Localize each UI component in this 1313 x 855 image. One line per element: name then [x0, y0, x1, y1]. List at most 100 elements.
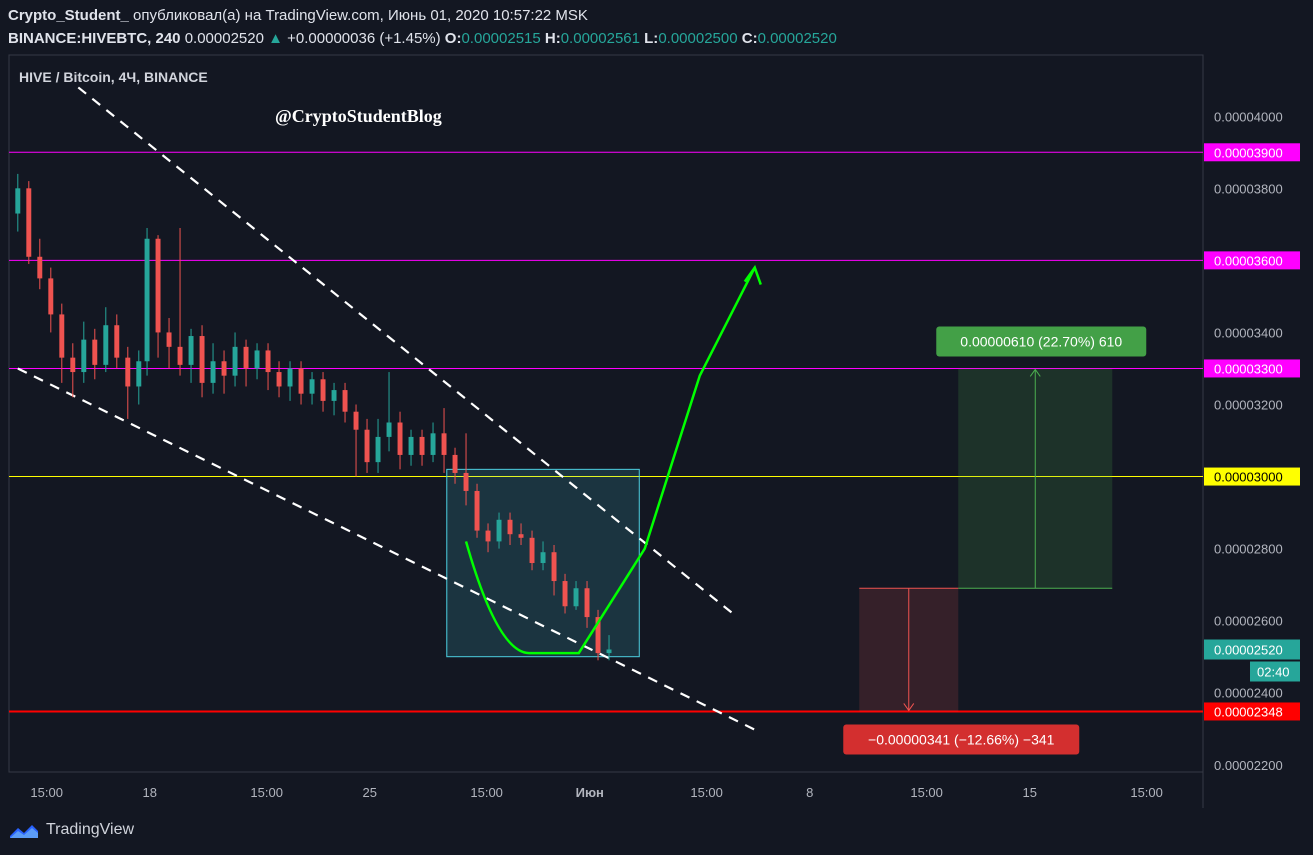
candle-body	[243, 346, 249, 369]
candle-body	[474, 490, 480, 531]
plot-area[interactable]	[9, 86, 1203, 734]
candle-body	[397, 422, 403, 455]
candle-body	[221, 361, 227, 376]
tradingview-brand: TradingView	[46, 821, 135, 838]
price-badge-label: 0.00003000	[1214, 470, 1283, 485]
low-label: L:	[644, 30, 659, 47]
candle-body	[37, 256, 43, 279]
x-tick-label: 15:00	[910, 785, 943, 800]
publish-header: Crypto_Student_ опубликовал(а) на Tradin…	[8, 7, 588, 24]
candle-body	[463, 472, 469, 491]
close-value: 0.00002520	[757, 30, 837, 47]
candle-body	[606, 649, 612, 654]
time-axis[interactable]: 15:00 18 15:00 25 15:00 Июн 15:00 8 15:00 15 15:00	[30, 785, 1163, 800]
candle-body	[265, 350, 271, 373]
y-tick-label: 0.00003400	[1214, 325, 1283, 340]
candle-body	[595, 617, 601, 654]
candle-body	[166, 332, 172, 347]
candle-body	[48, 278, 54, 315]
candle-body	[529, 537, 535, 564]
candle-body	[232, 346, 238, 376]
x-tick-label: 15:00	[690, 785, 723, 800]
x-tick-label: 15:00	[1130, 785, 1163, 800]
candle-body	[551, 552, 557, 582]
channel-lower-line	[17, 367, 761, 734]
candle-body	[331, 390, 337, 401]
candle-body	[320, 379, 326, 401]
x-tick-label: 8	[806, 785, 813, 800]
x-tick-label: 15:00	[470, 785, 503, 800]
countdown-label: 02:40	[1257, 664, 1290, 679]
candle-body	[59, 314, 65, 358]
up-triangle-icon: ▲	[268, 30, 283, 47]
low-value: 0.00002500	[658, 30, 738, 47]
channel-upper-line	[77, 86, 734, 615]
candle-body	[342, 390, 348, 412]
close-label: C:	[741, 30, 758, 47]
x-tick-label: 18	[143, 785, 157, 800]
last-price: 0.00002520	[184, 30, 264, 47]
stop-label: −0.00000341 (−12.66%) −341	[868, 731, 1055, 747]
candle-body	[254, 350, 260, 369]
x-tick-label: 25	[363, 785, 377, 800]
stop-arrow-head	[903, 703, 915, 712]
price-badge-label: 0.00003600	[1214, 253, 1283, 268]
candle-body	[155, 238, 161, 333]
current-price-label: 0.00002520	[1214, 642, 1283, 657]
x-tick-label: 15:00	[30, 785, 63, 800]
candle-body	[309, 379, 315, 394]
price-change: +0.00000036 (+1.45%)	[287, 30, 441, 47]
y-tick-label: 0.00003200	[1214, 397, 1283, 412]
candle-body	[188, 336, 194, 365]
price-badge-label: 0.00003900	[1214, 145, 1283, 160]
candle-body	[452, 454, 458, 473]
candle-body	[507, 519, 513, 535]
y-tick-label: 0.00002600	[1214, 614, 1283, 629]
candle-body	[573, 588, 579, 607]
projection-arrow-head	[743, 264, 762, 285]
candle-body	[408, 436, 414, 455]
price-badge	[1204, 467, 1300, 486]
symbol-header: BINANCE:HIVEBTC, 240 0.00002520 ▲ +0.000…	[8, 30, 837, 47]
author-name[interactable]: Crypto_Student_	[8, 7, 129, 24]
candle-body	[177, 346, 183, 365]
candle-body	[136, 361, 142, 387]
candle-body	[144, 238, 150, 362]
chart-title: HIVE / Bitcoin, 4Ч, BINANCE	[19, 69, 208, 85]
footer-brand[interactable]: TradingView	[8, 820, 134, 840]
candle-body	[441, 433, 447, 455]
candle-body	[114, 325, 120, 358]
candle-body	[386, 422, 392, 437]
candle-body	[353, 411, 359, 430]
high-value: 0.00002561	[560, 30, 640, 47]
y-tick-label: 0.00002400	[1214, 686, 1283, 701]
candle-body	[276, 372, 282, 387]
candle-body	[584, 588, 590, 618]
candle-body	[103, 325, 109, 365]
candle-body	[287, 368, 293, 387]
watermark-text: @CryptoStudentBlog	[275, 106, 442, 126]
candle-body	[375, 436, 381, 463]
price-badge-label: 0.00002348	[1214, 704, 1283, 719]
price-badge	[1204, 251, 1300, 270]
x-tick-label: Июн	[576, 785, 604, 800]
y-tick-label: 0.00002200	[1214, 758, 1283, 773]
candle-body	[15, 188, 21, 214]
high-label: H:	[544, 30, 561, 47]
candle-body	[92, 339, 98, 365]
countdown-badge	[1250, 661, 1300, 682]
candle-body	[540, 552, 546, 564]
candle-body	[562, 581, 568, 607]
y-tick-label: 0.00004000	[1214, 109, 1283, 124]
open-label: O:	[444, 30, 462, 47]
publish-info: опубликовал(а) на TradingView.com, Июнь …	[133, 7, 588, 24]
stop-label-box	[843, 724, 1080, 755]
candle-body	[81, 339, 87, 373]
x-tick-label: 15	[1023, 785, 1037, 800]
price-axis[interactable]: 0.00004000 0.00003800 0.00003400 0.00003200…	[1204, 109, 1300, 773]
y-tick-label: 0.00002800	[1214, 542, 1283, 557]
candle-body	[518, 534, 524, 538]
price-badge	[1204, 143, 1300, 162]
price-badge	[1204, 359, 1300, 378]
